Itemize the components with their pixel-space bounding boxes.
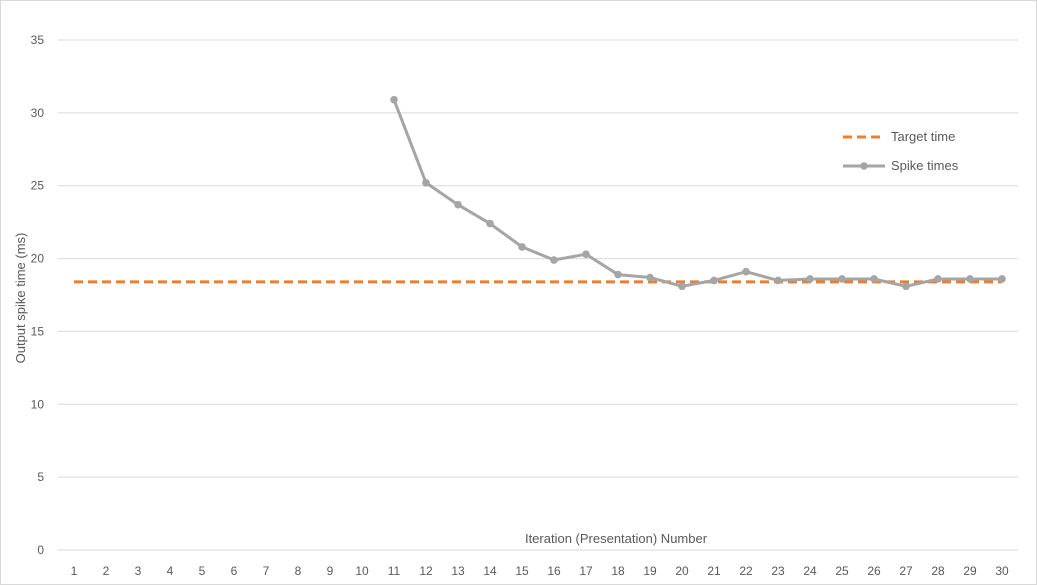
x-axis-ticks: 1 2 3 4 5 6 7 8 9 10 11 12 13 14 15 16 17 18 19 20 21 22 23 24 2… — [71, 564, 1009, 578]
x-tick-label: 14 — [483, 564, 497, 578]
data-point — [422, 179, 430, 187]
x-tick-label: 7 — [263, 564, 270, 578]
legend-marker-spike-times — [860, 162, 868, 170]
x-tick-label: 4 — [167, 564, 174, 578]
data-point — [710, 276, 718, 285]
x-tick-label: 28 — [931, 564, 945, 578]
data-point — [998, 275, 1006, 283]
x-tick-label: 12 — [419, 564, 433, 578]
legend: Target time Spike times — [843, 129, 959, 173]
x-tick-label: 10 — [355, 564, 369, 578]
x-tick-label: 30 — [995, 564, 1009, 578]
series-spike-times — [390, 95, 1006, 291]
legend-label-spike-times: Spike times — [891, 158, 959, 173]
x-tick-label: 9 — [327, 564, 334, 578]
x-tick-label: 2 — [103, 564, 110, 578]
data-point — [774, 276, 782, 285]
data-point — [582, 250, 590, 258]
x-tick-label: 5 — [199, 564, 206, 578]
x-tick-label: 27 — [899, 564, 913, 578]
data-point — [550, 256, 558, 264]
data-point — [646, 273, 654, 282]
legend-item-target-time: Target time — [843, 129, 955, 144]
x-tick-label: 19 — [643, 564, 657, 578]
data-point — [678, 282, 686, 291]
x-tick-label: 6 — [231, 564, 238, 578]
data-point — [870, 275, 878, 283]
y-axis-ticks: 0 5 10 15 20 25 30 35 — [31, 33, 45, 557]
y-tick-label: 0 — [37, 543, 44, 557]
x-axis-title: Iteration (Presentation) Number — [525, 531, 708, 546]
x-tick-label: 29 — [963, 564, 977, 578]
x-tick-label: 25 — [835, 564, 849, 578]
data-point — [742, 267, 750, 276]
y-tick-label: 25 — [31, 179, 45, 193]
data-point — [806, 275, 814, 283]
x-tick-label: 23 — [771, 564, 785, 578]
y-tick-label: 5 — [37, 470, 44, 484]
data-point — [934, 275, 942, 283]
data-point — [902, 282, 910, 291]
x-tick-label: 3 — [135, 564, 142, 578]
y-tick-label: 20 — [31, 252, 45, 266]
x-tick-label: 26 — [867, 564, 881, 578]
data-point — [454, 200, 462, 209]
y-tick-label: 35 — [31, 33, 45, 47]
x-tick-label: 20 — [675, 564, 689, 578]
y-tick-label: 10 — [31, 397, 45, 411]
x-tick-label: 18 — [611, 564, 625, 578]
x-tick-label: 13 — [451, 564, 465, 578]
data-point — [614, 270, 622, 279]
legend-label-target-time: Target time — [891, 129, 955, 144]
y-tick-label: 15 — [31, 324, 45, 338]
x-tick-label: 17 — [579, 564, 593, 578]
data-point — [486, 219, 494, 228]
y-axis-title: Output spike time (ms) — [13, 233, 28, 364]
data-point — [518, 243, 526, 251]
gridlines — [58, 39, 1018, 551]
x-tick-label: 15 — [515, 564, 529, 578]
x-tick-label: 16 — [547, 564, 561, 578]
y-tick-label: 30 — [31, 106, 45, 120]
data-point — [838, 275, 846, 283]
data-point — [966, 275, 974, 283]
x-tick-label: 24 — [803, 564, 817, 578]
series-line — [392, 99, 1002, 288]
legend-item-spike-times: Spike times — [843, 158, 959, 173]
x-tick-label: 8 — [295, 564, 302, 578]
x-tick-label: 21 — [707, 564, 721, 578]
x-tick-label: 22 — [739, 564, 753, 578]
series-layer — [74, 95, 1006, 291]
x-tick-label: 1 — [71, 564, 78, 578]
x-tick-label: 11 — [388, 564, 401, 578]
data-point — [390, 95, 398, 104]
